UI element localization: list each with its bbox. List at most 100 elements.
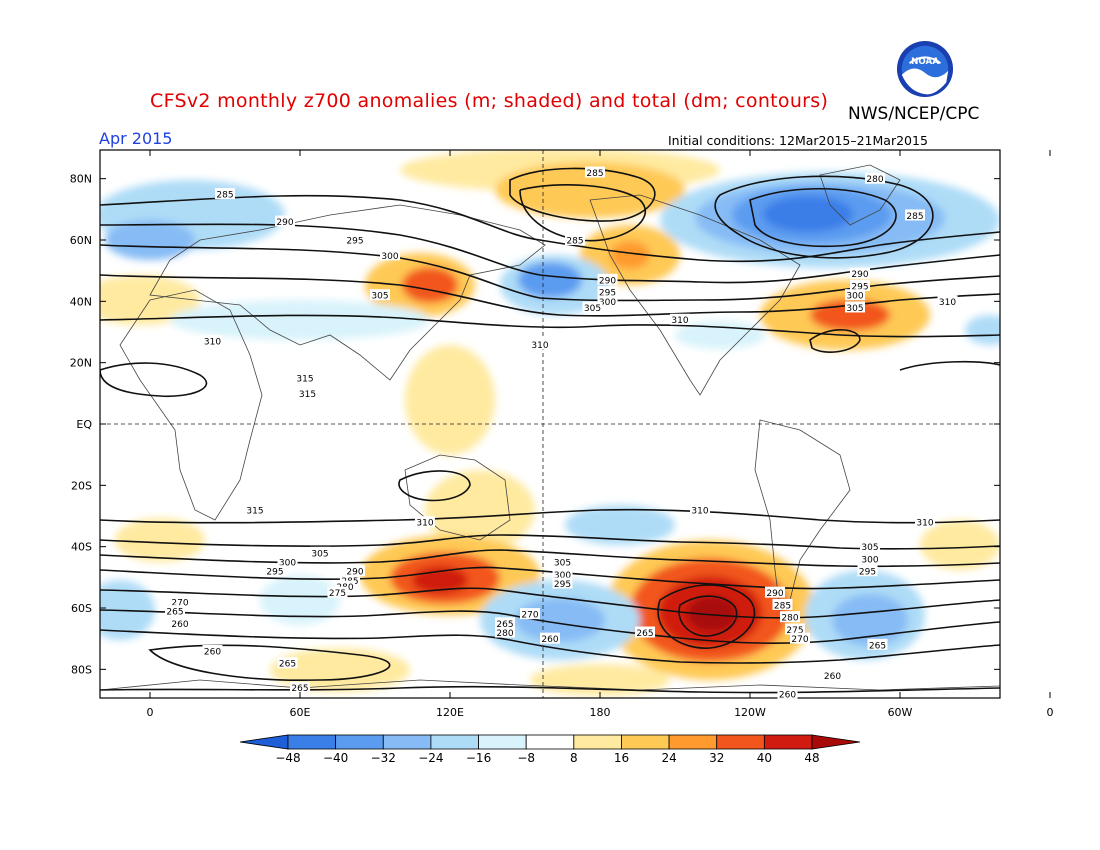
contour-line (714, 175, 934, 259)
contour-label: 295 (346, 237, 363, 247)
positive-anomaly-region (365, 253, 475, 317)
contour-label-background (552, 577, 573, 589)
colorbar-swatch (478, 734, 527, 750)
contour-line (100, 244, 1000, 302)
contour-label-background (915, 516, 935, 528)
latitude-tick-label: 40N (70, 295, 92, 308)
contour-label-background (597, 295, 618, 307)
contour-label: 265 (869, 641, 886, 651)
colorbar-swatch (335, 734, 384, 750)
negative-anomaly-region (660, 172, 1000, 268)
contour-label-background (265, 565, 285, 577)
contour-label-background (520, 608, 540, 620)
contour-line (100, 314, 1000, 338)
contour-line (899, 360, 1000, 371)
contour-line (519, 184, 647, 242)
map-frame (99, 149, 1001, 699)
contour-label: 295 (851, 283, 868, 293)
contour-label: 295 (554, 580, 571, 590)
contour-label-background (597, 273, 618, 285)
contour-label: 265 (636, 629, 653, 639)
contour-label-background (345, 234, 365, 245)
contour-label: 300 (861, 555, 878, 565)
coastline-greenland (819, 164, 901, 226)
latitude-tick-label: 60S (71, 602, 92, 615)
contour-label: 265 (279, 660, 296, 670)
negative-anomaly-region (805, 570, 925, 660)
contour-label-background (495, 617, 515, 629)
colorbar-tick-label: 48 (804, 751, 819, 765)
contour-label-background (277, 657, 298, 669)
contour-label: 270 (521, 611, 538, 621)
positive-anomaly-region (495, 162, 685, 218)
contour-label-background (845, 289, 865, 301)
contour-label: 310 (939, 298, 956, 308)
contour-label: 305 (861, 543, 878, 553)
contour-label: 315 (296, 375, 313, 385)
contour-label-background (845, 301, 865, 313)
latitude-tick-label: 80N (70, 173, 92, 186)
contour-label-background (585, 166, 605, 178)
contour-label: 300 (554, 571, 571, 581)
coastline-australia (404, 454, 511, 541)
colorbar-swatch (525, 734, 575, 750)
colorbar-tick-label: 24 (661, 751, 676, 765)
longitude-tick-label: 120E (436, 706, 464, 719)
negative-anomaly-region (763, 196, 853, 232)
contour-label-background (905, 209, 925, 221)
negative-anomaly-region (105, 220, 195, 260)
latitude-tick-label: 80S (71, 663, 92, 676)
contour-label-background (765, 586, 785, 598)
contour-label: 300 (279, 559, 296, 569)
contour-label: 280 (336, 583, 353, 593)
negative-anomaly-region (965, 315, 1000, 345)
contour-label-background (867, 638, 888, 650)
contour-label-background (290, 681, 310, 693)
colorbar-swatch (716, 734, 765, 750)
contour-label-background (202, 644, 223, 656)
contour-line (100, 534, 1000, 550)
contour-line (100, 629, 1000, 664)
positive-anomaly-region (658, 576, 762, 648)
contour-label: 270 (171, 598, 188, 608)
contour-label-background (540, 632, 560, 644)
longitude-tick-label: 60E (290, 706, 311, 719)
contour-line (100, 508, 1000, 524)
negative-anomaly-region (565, 505, 675, 545)
contour-label-background (370, 289, 390, 301)
negative-anomaly-region (732, 187, 892, 243)
contour-line (100, 566, 1000, 590)
contour-label-background (327, 586, 348, 598)
contour-label: 310 (671, 316, 688, 326)
contour-line (657, 584, 756, 649)
contour-label: 315 (299, 390, 316, 400)
latitude-axis: 80N 60N 40N 20N EQ 20S 40S 60S 80S (70, 173, 1000, 676)
contour-label: 295 (599, 289, 616, 299)
contour-label: 285 (906, 212, 923, 222)
contour-label: 310 (416, 519, 433, 529)
negative-anomaly-region (515, 598, 605, 642)
contour-label: 290 (599, 276, 616, 286)
longitude-tick-label: 0 (1047, 706, 1054, 719)
latitude-tick-label: 20S (71, 479, 92, 492)
colorbar-tick-label: −40 (323, 751, 348, 765)
colorbar-tick-label: −48 (275, 751, 300, 765)
reference-lines (100, 150, 1000, 698)
positive-anomaly-region (412, 566, 468, 594)
contour-line (100, 223, 1000, 284)
colorbar-tick-label: 32 (709, 751, 724, 765)
contour-line (678, 595, 738, 637)
contour-label: 305 (554, 559, 571, 569)
contour-label: 310 (691, 506, 708, 516)
contour-label: 285 (566, 237, 583, 247)
positive-anomaly-region (630, 558, 790, 662)
contour-label-background (785, 623, 805, 635)
contour-label: 260 (824, 672, 841, 682)
contour-label: 305 (584, 304, 601, 314)
map-background (100, 150, 1000, 698)
positive-anomaly-region (580, 225, 680, 285)
positive-anomaly-region (810, 299, 890, 331)
contour-label-background (860, 540, 880, 552)
contour-label-background (215, 188, 235, 199)
